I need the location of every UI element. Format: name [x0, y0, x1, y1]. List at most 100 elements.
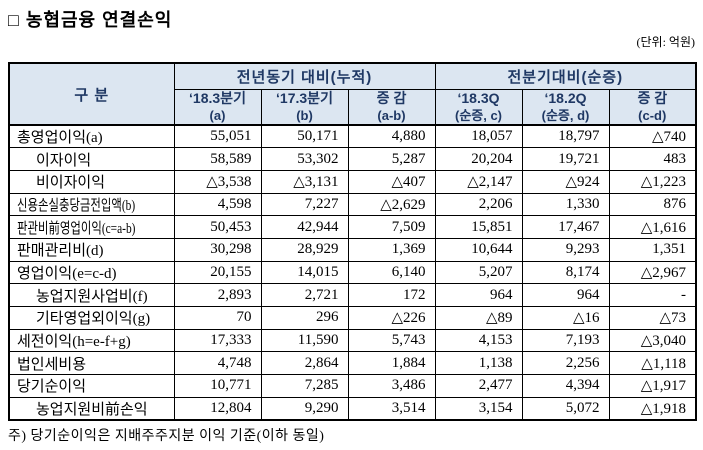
cell-value: △3,131 — [260, 170, 349, 194]
cell-value: 483 — [608, 147, 697, 171]
cell-value: △740 — [608, 124, 697, 149]
table-row: 신용손실충당금전입액(b) 4,598 7,227 △2,629 2,206 1,330 8… — [8, 192, 697, 217]
table-row: 법인세비용 4,748 2,864 1,884 1,138 2,256 △1,118 — [8, 351, 697, 376]
cell-value: 296 — [260, 306, 349, 330]
row-label: 당기순이익 — [8, 374, 175, 398]
cell-value: 58,589 — [173, 147, 262, 171]
table-row: 비이자이익 △3,538 △3,131 △407 △2,147 △924 △1,223 — [8, 170, 697, 194]
cell-value: △2,147 — [434, 170, 523, 194]
cell-value: △1,918 — [608, 396, 697, 421]
cell-value: 964 — [434, 283, 523, 307]
cell-value: 2,477 — [434, 374, 523, 398]
cell-value: 5,743 — [347, 328, 436, 353]
cell-value: 11,590 — [260, 328, 349, 353]
cell-value: △2,967 — [608, 260, 697, 285]
cell-value: 172 — [347, 283, 436, 307]
col-header-18-2q-net: ‘18.2Q (순증, d) — [521, 88, 610, 126]
cell-value: 5,287 — [347, 147, 436, 171]
cell-value: 4,598 — [173, 192, 262, 217]
unit-note: (단위: 억원) — [636, 35, 696, 49]
cell-value: 17,467 — [521, 215, 610, 239]
cell-value: 3,154 — [434, 396, 523, 421]
cell-value: 15,851 — [434, 215, 523, 239]
cell-value: 9,290 — [260, 396, 349, 421]
cell-value: 18,057 — [434, 124, 523, 149]
table-header: 구 분 전년동기 대비(누적) 전분기대비(순증) ‘18.3분기 (a) ‘17… — [8, 62, 697, 126]
cell-value: △73 — [608, 306, 697, 330]
cell-value: 2,256 — [521, 351, 610, 376]
cell-value: 7,509 — [347, 215, 436, 239]
table-row: 총영업이익(a) 55,051 50,171 4,880 18,057 18,797 △74… — [8, 124, 697, 149]
row-label: 총영업이익(a) — [8, 124, 175, 149]
cell-value: 6,140 — [347, 260, 436, 285]
cell-value: 20,204 — [434, 147, 523, 171]
table-row: 세전이익(h=e-f+g) 17,333 11,590 5,743 4,153 7,193… — [8, 328, 697, 353]
cell-value: 1,330 — [521, 192, 610, 217]
cell-value: 12,804 — [173, 396, 262, 421]
col-header-category: 구 분 — [8, 62, 175, 126]
table-row: 농업지원비前손익 12,804 9,290 3,514 3,154 5,072 △1,918 — [8, 396, 697, 421]
cell-value: 3,514 — [347, 396, 436, 421]
row-label: 판매관리비(d) — [8, 237, 175, 262]
page-title: □ 농협금융 연결손익 — [8, 10, 173, 30]
cell-value: △1,616 — [608, 215, 697, 239]
cell-value: △2,629 — [347, 192, 436, 217]
cell-value: 55,051 — [173, 124, 262, 149]
cell-value: 8,174 — [521, 260, 610, 285]
cell-value: 7,285 — [260, 374, 349, 398]
cell-value: 4,394 — [521, 374, 610, 398]
cell-value: △1,118 — [608, 351, 697, 376]
row-label: 기타영업외이익(g) — [8, 306, 175, 330]
table-row: 영업이익(e=c-d) 20,155 14,015 6,140 5,207 8,174 △2… — [8, 260, 697, 285]
cell-value: 964 — [521, 283, 610, 307]
cell-value: 4,880 — [347, 124, 436, 149]
cell-value: 2,893 — [173, 283, 262, 307]
col-header-diff-cd: 증 감 (c-d) — [608, 88, 697, 126]
cell-value: 876 — [608, 192, 697, 217]
cell-value: 5,072 — [521, 396, 610, 421]
row-label: 법인세비용 — [8, 351, 175, 376]
cell-value: 28,929 — [260, 237, 349, 262]
cell-value: 2,206 — [434, 192, 523, 217]
cell-value: △226 — [347, 306, 436, 330]
cell-value: 20,155 — [173, 260, 262, 285]
cell-value: 19,721 — [521, 147, 610, 171]
table-row: 판매관리비(d) 30,298 28,929 1,369 10,644 9,293 1,35… — [8, 237, 697, 262]
cell-value: 1,369 — [347, 237, 436, 262]
cell-value: 4,748 — [173, 351, 262, 376]
cell-value: 1,884 — [347, 351, 436, 376]
cell-value: 70 — [173, 306, 262, 330]
table-row: 판관비前영업이익(c=a-b) 50,453 42,944 7,509 15,851 17… — [8, 215, 697, 239]
cell-value: △407 — [347, 170, 436, 194]
cell-value: 18,797 — [521, 124, 610, 149]
table-row: 당기순이익 10,771 7,285 3,486 2,477 4,394 △1,917 — [8, 374, 697, 398]
cell-value: △16 — [521, 306, 610, 330]
row-label: 이자이익 — [8, 147, 175, 171]
cell-value: 2,721 — [260, 283, 349, 307]
cell-value: △89 — [434, 306, 523, 330]
cell-value: 3,486 — [347, 374, 436, 398]
cell-value: 7,193 — [521, 328, 610, 353]
row-label: 세전이익(h=e-f+g) — [8, 328, 175, 353]
cell-value: 50,171 — [260, 124, 349, 149]
cell-value: 7,227 — [260, 192, 349, 217]
row-label: 판관비前영업이익(c=a-b) — [8, 215, 175, 239]
col-header-17-3q-cum: ‘17.3분기 (b) — [260, 88, 349, 126]
col-group-qoq: 전분기대비(순증) — [434, 62, 697, 90]
consolidated-pl-table: 구 분 전년동기 대비(누적) 전분기대비(순증) ‘18.3분기 (a) ‘17… — [8, 62, 698, 421]
footnote: 주) 당기순이익은 지배주주지분 이익 기준(이하 동일) — [8, 429, 325, 444]
cell-value: 5,207 — [434, 260, 523, 285]
cell-value: 14,015 — [260, 260, 349, 285]
cell-value: 42,944 — [260, 215, 349, 239]
row-label: 신용손실충당금전입액(b) — [8, 192, 175, 217]
col-header-18-3q-cum: ‘18.3분기 (a) — [173, 88, 262, 126]
cell-value: 2,864 — [260, 351, 349, 376]
cell-value: △1,917 — [608, 374, 697, 398]
col-group-yoy: 전년동기 대비(누적) — [173, 62, 436, 90]
cell-value: △3,538 — [173, 170, 262, 194]
table-row: 농업지원사업비(f) 2,893 2,721 172 964 964- — [8, 283, 697, 307]
cell-value: - — [608, 283, 697, 307]
row-label: 영업이익(e=c-d) — [8, 260, 175, 285]
cell-value: △3,040 — [608, 328, 697, 353]
cell-value: 4,153 — [434, 328, 523, 353]
